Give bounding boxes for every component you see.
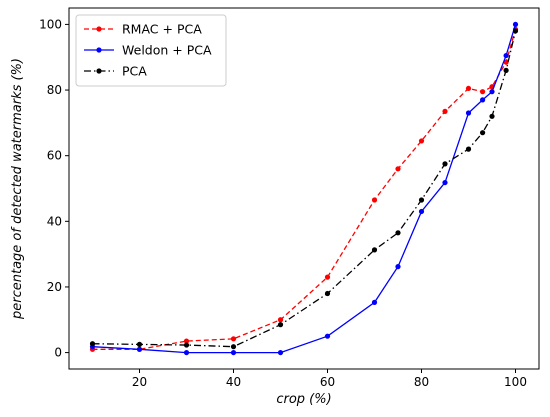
data-point-s1-1 — [136, 346, 143, 352]
legend-box — [75, 14, 227, 87]
data-point-s2-5 — [324, 290, 331, 297]
legend: RMAC + PCA Weldon + PCA PCA — [75, 14, 227, 87]
data-point-s0-11 — [480, 89, 486, 95]
legend-marker-1 — [96, 47, 102, 53]
data-point-s2-0 — [89, 341, 96, 347]
y-axis-title: percentage of detected watermarks (%) — [10, 58, 25, 320]
x-tick-label-1: 40 — [226, 375, 241, 389]
data-point-s0-10 — [465, 85, 472, 92]
data-point-s2-8 — [418, 197, 425, 203]
data-point-s2-13 — [503, 67, 509, 73]
data-point-s2-1 — [136, 341, 143, 347]
y-tick-label-5: 100 — [39, 17, 62, 31]
data-point-s2-7 — [395, 230, 401, 236]
y-tick-label-2: 40 — [47, 214, 62, 228]
data-point-s1-9 — [442, 179, 448, 186]
y-tick-label-3: 60 — [47, 149, 62, 163]
x-tick-label-3: 80 — [414, 375, 429, 389]
data-point-s1-4 — [277, 349, 284, 356]
data-point-s2-14 — [512, 28, 519, 34]
data-point-s1-12 — [489, 89, 495, 95]
legend-marker-2 — [96, 68, 102, 74]
axes: 20 40 60 80 100 0 20 40 60 80 100 — [39, 7, 540, 389]
data-point-s2-12 — [489, 113, 495, 119]
data-point-s2-11 — [480, 130, 486, 136]
data-point-s2-9 — [442, 161, 448, 167]
data-point-s1-11 — [480, 97, 486, 103]
data-point-s0-7 — [395, 166, 401, 172]
data-point-s0-9 — [442, 108, 448, 114]
y-tick-label-0: 0 — [54, 346, 62, 360]
data-point-s2-2 — [183, 342, 190, 348]
data-point-s2-4 — [277, 322, 284, 328]
data-point-s0-3 — [230, 336, 237, 342]
data-point-s1-10 — [465, 110, 472, 116]
data-point-s0-6 — [371, 197, 378, 203]
x-axis-title: crop (%) — [276, 392, 331, 407]
axes-frame — [68, 7, 540, 370]
data-point-s0-2 — [183, 338, 190, 344]
x-tick-label-2: 60 — [320, 375, 335, 389]
data-point-s2-3 — [230, 344, 237, 350]
x-tick-label-0: 20 — [132, 375, 147, 389]
data-point-s1-13 — [503, 52, 509, 59]
data-point-s2-6 — [371, 247, 378, 253]
data-point-s0-5 — [324, 274, 331, 280]
data-point-s0-4 — [277, 317, 284, 323]
data-point-s1-5 — [324, 333, 331, 339]
plot-area — [89, 21, 519, 356]
data-point-s1-3 — [230, 349, 237, 356]
legend-label-2: PCA — [122, 64, 147, 79]
data-point-s1-7 — [395, 264, 401, 270]
data-point-s1-6 — [371, 299, 378, 305]
data-point-s0-8 — [418, 138, 425, 144]
y-tick-label-4: 80 — [47, 83, 62, 97]
data-point-s1-14 — [512, 21, 519, 28]
data-point-s2-10 — [465, 146, 472, 152]
data-point-s1-8 — [418, 208, 425, 215]
data-point-s1-2 — [183, 349, 190, 356]
legend-marker-0 — [96, 26, 102, 32]
legend-label-1: Weldon + PCA — [122, 43, 212, 58]
legend-label-0: RMAC + PCA — [122, 22, 202, 37]
x-tick-label-4: 100 — [504, 375, 527, 389]
y-tick-label-1: 20 — [47, 280, 62, 294]
data-point-s0-13 — [503, 59, 509, 65]
